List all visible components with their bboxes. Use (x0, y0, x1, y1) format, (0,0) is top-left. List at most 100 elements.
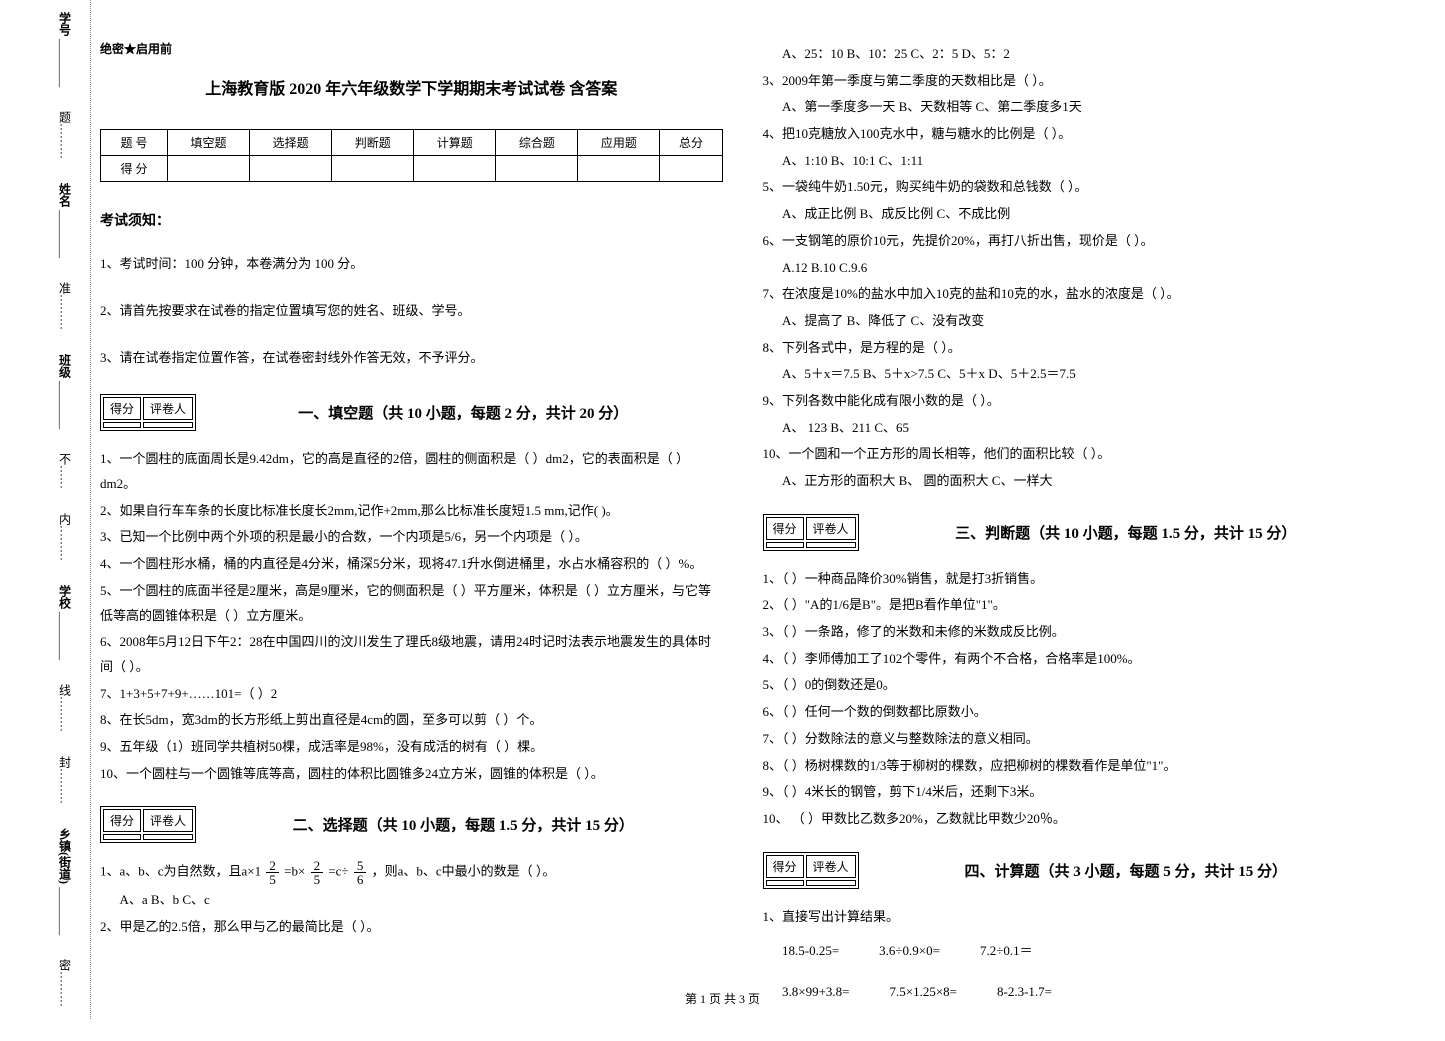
badge-score: 得分 (766, 855, 804, 878)
question: 2、甲是乙的2.5倍，那么甲与乙的最简比是（ ）。 (100, 915, 723, 940)
binding-margin: 学号 ________ 题……… 姓名 ________ 准……… 班级 ___… (40, 0, 90, 1019)
badge-score: 得分 (103, 809, 141, 832)
question: 10、一个圆和一个正方形的周长相等，他们的面积比较（ ）。 (763, 442, 1386, 467)
question: 9、下列各数中能化成有限小数的是（ ）。 (763, 389, 1386, 414)
badge-score: 得分 (766, 517, 804, 540)
question: 8、（ ）杨树棵数的1/3等于柳树的棵数，应把柳树的棵数看作是单位"1"。 (763, 754, 1386, 779)
badge-grader: 评卷人 (143, 397, 193, 420)
notice-title: 考试须知： (100, 210, 723, 230)
options: A、25：10 B、10：25 C、2：5 D、5：2 (763, 42, 1386, 67)
section-4-header: 得分 评卷人 四、计算题（共 3 小题，每题 5 分，共计 15 分） (763, 852, 1386, 889)
fraction: 56 (354, 859, 367, 886)
question: 6、（ ）任何一个数的倒数都比原数小。 (763, 700, 1386, 725)
options: A、a B、b C、c (100, 888, 723, 913)
section-2-header: 得分 评卷人 二、选择题（共 10 小题，每题 1.5 分，共计 15 分） (100, 806, 723, 843)
question: 3、已知一个比例中两个外项的积是最小的合数，一个内项是5/6，另一个内项是（ ）… (100, 525, 723, 550)
question: 5、（ ）0的倒数还是0。 (763, 673, 1386, 698)
section-2-questions-left: 1、a、b、c为自然数，且a×1 25 =b× 25 =c÷ 56 ，则a、b、… (100, 857, 723, 941)
score-cell (250, 156, 332, 182)
grader-badge: 得分 评卷人 (763, 514, 859, 551)
notice-item: 1、考试时间：100 分钟，本卷满分为 100 分。 (100, 254, 723, 275)
side-inner: 封……… (57, 756, 74, 804)
score-header: 判断题 (332, 130, 414, 156)
side-label: 姓名 ________ (57, 183, 74, 258)
options: A、成正比例 B、成反比例 C、不成比例 (763, 202, 1386, 227)
question: 6、2008年5月12日下午2：28在中国四川的汶川发生了理氏8级地震，请用24… (100, 630, 723, 679)
score-cell (496, 156, 578, 182)
options: A.12 B.10 C.9.6 (763, 256, 1386, 281)
side-label: 学号 ________ (57, 12, 74, 87)
score-header: 综合题 (496, 130, 578, 156)
side-inner: 准……… (57, 282, 74, 330)
question: 4、一个圆柱形水桶，桶的内直径是4分米，桶深5分米，现将47.1升水倒进桶里，水… (100, 552, 723, 577)
score-table: 题 号 填空题 选择题 判断题 计算题 综合题 应用题 总分 得 分 (100, 129, 723, 182)
question: 5、一袋纯牛奶1.50元，购买纯牛奶的袋数和总钱数（ ）。 (763, 175, 1386, 200)
exam-title: 上海教育版 2020 年六年级数学下学期期末考试试卷 含答案 (100, 75, 723, 99)
question: 7、（ ）分数除法的意义与整数除法的意义相同。 (763, 727, 1386, 752)
question: 10、一个圆柱与一个圆锥等底等高，圆柱的体积比圆锥多24立方米，圆锥的体积是（ … (100, 762, 723, 787)
question: 7、在浓度是10%的盐水中加入10克的盐和10克的水，盐水的浓度是（ ）。 (763, 282, 1386, 307)
question: 5、一个圆柱的底面半径是2厘米，高是9厘米，它的侧面积是（ ）平方厘米，体积是（… (100, 579, 723, 628)
question: 10、 （ ）甲数比乙数多20%，乙数就比甲数少20％。 (763, 807, 1386, 832)
score-header: 计算题 (414, 130, 496, 156)
score-header: 选择题 (250, 130, 332, 156)
question: 8、下列各式中，是方程的是（ ）。 (763, 336, 1386, 361)
score-header: 填空题 (168, 130, 250, 156)
score-cell (414, 156, 496, 182)
section-1-questions: 1、一个圆柱的底面周长是9.42dm，它的高是直径的2倍，圆柱的侧面积是（ ）d… (100, 445, 723, 788)
grader-badge: 得分 评卷人 (100, 806, 196, 843)
section-3-questions: 1、（ ）一种商品降价30%销售，就是打3折销售。 2、（ ）"A的1/6是B"… (763, 565, 1386, 834)
question: 6、一支钢笔的原价10元，先提价20%，再打八折出售，现价是（ ）。 (763, 229, 1386, 254)
section-2-title: 二、选择题（共 10 小题，每题 1.5 分，共计 15 分） (204, 814, 722, 835)
score-cell (660, 156, 722, 182)
question: 1、直接写出计算结果。 (763, 905, 1386, 930)
options: A、正方形的面积大 B、 圆的面积大 C、一样大 (763, 469, 1386, 494)
calc-row: 18.5-0.25= 3.6÷0.9×0= 7.2÷0.1＝ (763, 939, 1386, 964)
score-header: 总分 (660, 130, 722, 156)
calc-item: 18.5-0.25= (782, 939, 839, 964)
badge-grader: 评卷人 (143, 809, 193, 832)
question: 1、一个圆柱的底面周长是9.42dm，它的高是直径的2倍，圆柱的侧面积是（ ）d… (100, 447, 723, 496)
question: 3、（ ）一条路，修了的米数和未修的米数成反比例。 (763, 620, 1386, 645)
section-3-header: 得分 评卷人 三、判断题（共 10 小题，每题 1.5 分，共计 15 分） (763, 514, 1386, 551)
options: A、5＋x＝7.5 B、5＋x>7.5 C、5＋x D、5＋2.5＝7.5 (763, 362, 1386, 387)
question: 7、1+3+5+7+9+……101=（ ）2 (100, 682, 723, 707)
dotted-margin-line (90, 0, 91, 1019)
question: 4、（ ）李师傅加工了102个零件，有两个不合格，合格率是100%。 (763, 647, 1386, 672)
side-inner: 题……… (57, 111, 74, 159)
badge-grader: 评卷人 (806, 855, 856, 878)
question: 9、（ ）4米长的钢管，剪下1/4米后，还剩下3米。 (763, 780, 1386, 805)
section-1-title: 一、填空题（共 10 小题，每题 2 分，共计 20 分） (204, 402, 722, 423)
grader-badge: 得分 评卷人 (100, 394, 196, 431)
left-column: 绝密★启用前 上海教育版 2020 年六年级数学下学期期末考试试卷 含答案 题 … (100, 40, 723, 1021)
fraction: 25 (266, 859, 279, 886)
score-cell (168, 156, 250, 182)
question: 9、五年级（1）班同学共植树50棵，成活率是98%，没有成活的树有（ ）棵。 (100, 735, 723, 760)
score-header: 题 号 (101, 130, 168, 156)
options: A、 123 B、211 C、65 (763, 416, 1386, 441)
question: 4、把10克糖放入100克水中，糖与糖水的比例是（ ）。 (763, 122, 1386, 147)
options: A、提高了 B、降低了 C、没有改变 (763, 309, 1386, 334)
question: 2、如果自行车车条的长度比标准长度长2mm,记作+2mm,那么比标准长度短1.5… (100, 499, 723, 524)
calc-item: 3.6÷0.9×0= (879, 939, 940, 964)
score-header: 应用题 (578, 130, 660, 156)
score-cell (578, 156, 660, 182)
page-body: 绝密★启用前 上海教育版 2020 年六年级数学下学期期末考试试卷 含答案 题 … (0, 0, 1445, 1041)
notice-item: 2、请首先按要求在试卷的指定位置填写您的姓名、班级、学号。 (100, 301, 723, 322)
section-4-title: 四、计算题（共 3 小题，每题 5 分，共计 15 分） (867, 860, 1385, 881)
notice-item: 3、请在试卷指定位置作答，在试卷密封线外作答无效，不予评分。 (100, 348, 723, 369)
options: A、1:10 B、10:1 C、1:11 (763, 149, 1386, 174)
options: A、第一季度多一天 B、天数相等 C、第二季度多1天 (763, 95, 1386, 120)
badge-grader: 评卷人 (806, 517, 856, 540)
side-inner: 不…… (57, 453, 74, 489)
fraction: 25 (311, 859, 324, 886)
side-label: 学校 ________ (57, 585, 74, 660)
page-footer: 第 1 页 共 3 页 (0, 990, 1445, 1007)
score-cell (332, 156, 414, 182)
secret-label: 绝密★启用前 (100, 40, 723, 57)
question: 1、a、b、c为自然数，且a×1 25 =b× 25 =c÷ 56 ，则a、b、… (100, 859, 723, 886)
right-column: A、25：10 B、10：25 C、2：5 D、5：2 3、2009年第一季度与… (763, 40, 1386, 1021)
badge-score: 得分 (103, 397, 141, 420)
section-2-questions-right: A、25：10 B、10：25 C、2：5 D、5：2 3、2009年第一季度与… (763, 40, 1386, 496)
question: 3、2009年第一季度与第二季度的天数相比是（ ）。 (763, 69, 1386, 94)
